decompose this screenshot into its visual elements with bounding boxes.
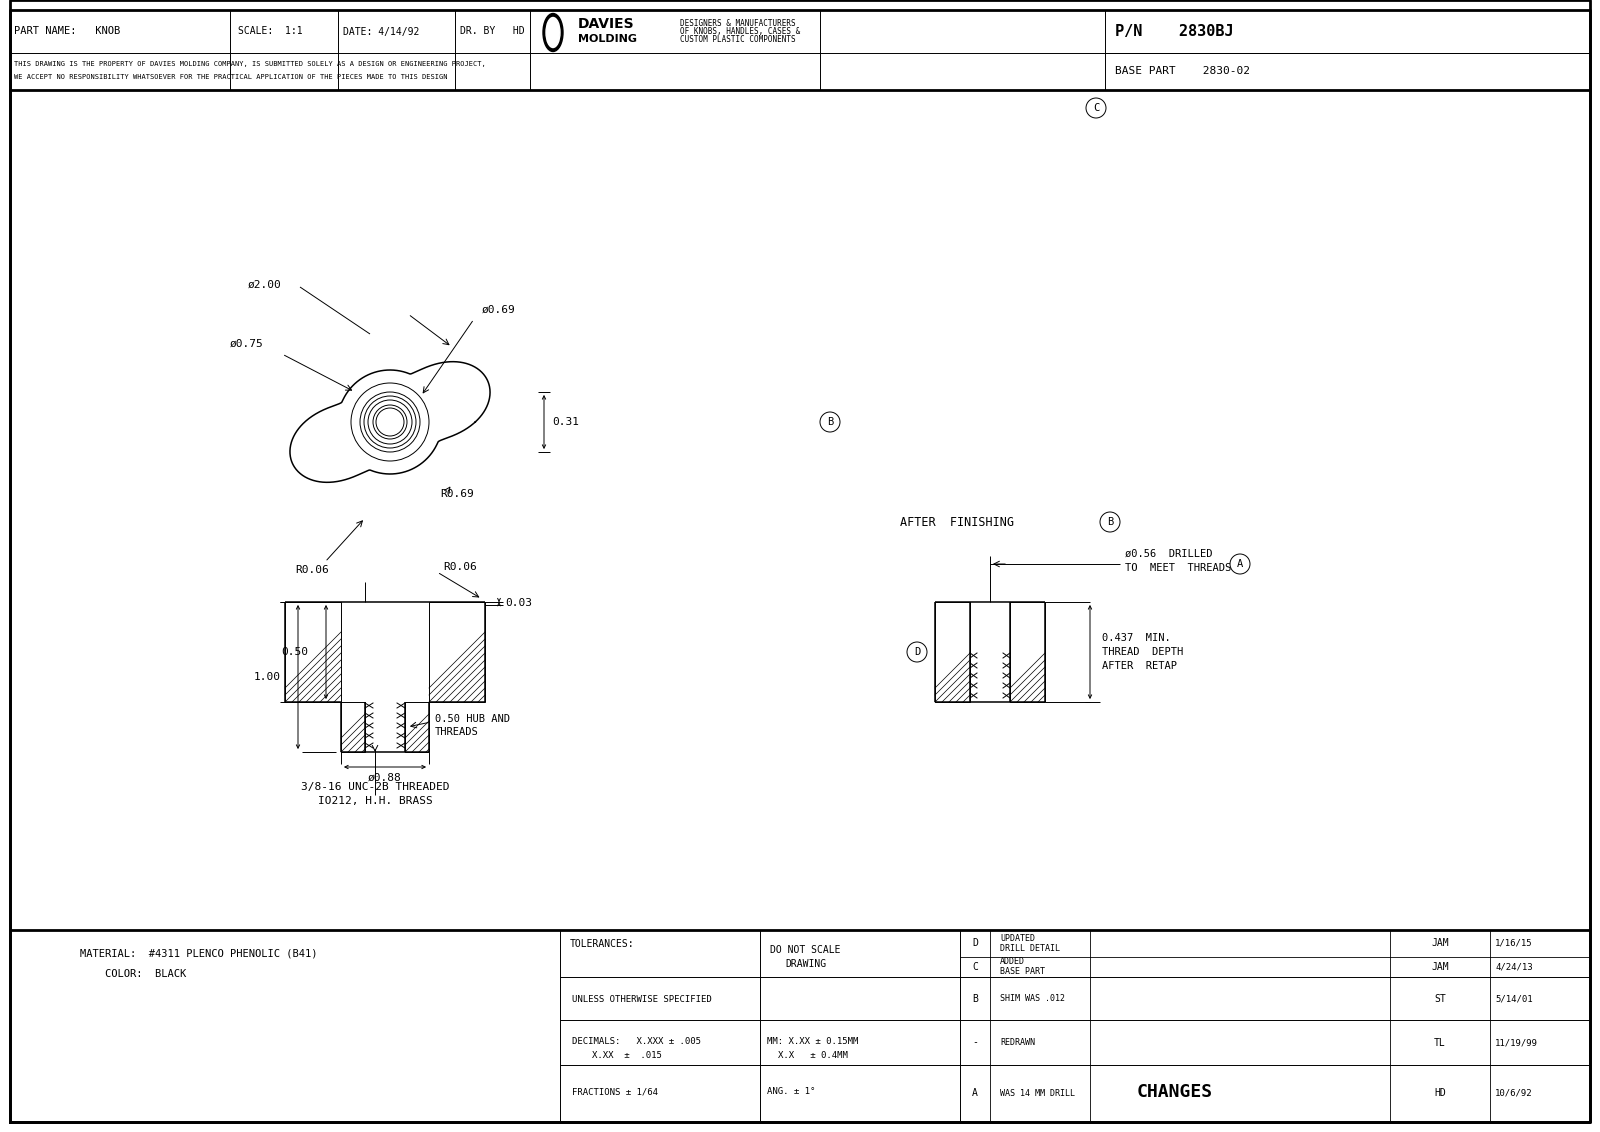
Text: 0.437  MIN.: 0.437 MIN. bbox=[1102, 633, 1171, 643]
Text: UPDATED: UPDATED bbox=[1000, 934, 1035, 943]
Text: C: C bbox=[973, 962, 978, 972]
Text: IO212, H.H. BRASS: IO212, H.H. BRASS bbox=[318, 796, 432, 806]
Text: 0.50: 0.50 bbox=[282, 648, 309, 657]
Text: X.X   ± 0.4MM: X.X ± 0.4MM bbox=[778, 1052, 848, 1061]
Text: DESIGNERS & MANUFACTURERS: DESIGNERS & MANUFACTURERS bbox=[680, 19, 795, 28]
Text: WAS 14 MM DRILL: WAS 14 MM DRILL bbox=[1000, 1089, 1075, 1098]
Text: A: A bbox=[973, 1089, 978, 1098]
Text: 0.31: 0.31 bbox=[552, 417, 579, 427]
Text: ø2.00: ø2.00 bbox=[248, 280, 282, 290]
Text: R0.69: R0.69 bbox=[440, 489, 474, 499]
Bar bbox=[405, 702, 429, 752]
Bar bbox=[934, 602, 970, 702]
Text: 11/19/99: 11/19/99 bbox=[1494, 1038, 1538, 1047]
Text: UNLESS OTHERWISE SPECIFIED: UNLESS OTHERWISE SPECIFIED bbox=[573, 995, 712, 1003]
Text: A: A bbox=[1237, 559, 1243, 569]
Text: CUSTOM PLASTIC COMPONENTS: CUSTOM PLASTIC COMPONENTS bbox=[680, 35, 795, 44]
Text: DATE: 4/14/92: DATE: 4/14/92 bbox=[342, 26, 419, 36]
Text: CHANGES: CHANGES bbox=[1138, 1083, 1213, 1101]
Text: R0.06: R0.06 bbox=[443, 561, 477, 572]
Text: MM: X.XX ± 0.15MM: MM: X.XX ± 0.15MM bbox=[766, 1037, 858, 1046]
Text: ø0.69: ø0.69 bbox=[482, 305, 515, 315]
Text: DRILL DETAIL: DRILL DETAIL bbox=[1000, 944, 1059, 953]
Text: COLOR:  BLACK: COLOR: BLACK bbox=[80, 969, 186, 979]
Text: MATERIAL:  #4311 PLENCO PHENOLIC (B41): MATERIAL: #4311 PLENCO PHENOLIC (B41) bbox=[80, 949, 317, 959]
Text: THREAD  DEPTH: THREAD DEPTH bbox=[1102, 648, 1184, 657]
Text: DR. BY   HD: DR. BY HD bbox=[461, 26, 525, 36]
Ellipse shape bbox=[546, 17, 560, 48]
Text: REDRAWN: REDRAWN bbox=[1000, 1038, 1035, 1047]
Text: PART NAME:   KNOB: PART NAME: KNOB bbox=[14, 26, 120, 36]
Text: P/N    2830BJ: P/N 2830BJ bbox=[1115, 24, 1234, 38]
Text: 0.03: 0.03 bbox=[506, 598, 531, 608]
Bar bbox=[1010, 602, 1045, 702]
Text: D: D bbox=[973, 938, 978, 949]
Text: DAVIES: DAVIES bbox=[578, 17, 635, 31]
Text: 4/24/13: 4/24/13 bbox=[1494, 962, 1533, 971]
Text: FRACTIONS ± 1/64: FRACTIONS ± 1/64 bbox=[573, 1088, 658, 1097]
Text: OF KNOBS, HANDLES, CASES &: OF KNOBS, HANDLES, CASES & bbox=[680, 27, 800, 36]
Text: ST: ST bbox=[1434, 994, 1446, 1003]
Text: 10/6/92: 10/6/92 bbox=[1494, 1089, 1533, 1098]
Text: ø0.56  DRILLED: ø0.56 DRILLED bbox=[1125, 549, 1213, 559]
Text: ø0.75: ø0.75 bbox=[230, 338, 264, 349]
Text: B: B bbox=[973, 994, 978, 1003]
Ellipse shape bbox=[542, 14, 563, 51]
Text: BASE PART    2830-02: BASE PART 2830-02 bbox=[1115, 67, 1250, 77]
Text: ADDED: ADDED bbox=[1000, 958, 1026, 967]
Text: DECIMALS:   X.XXX ± .005: DECIMALS: X.XXX ± .005 bbox=[573, 1037, 701, 1046]
Text: DO NOT SCALE: DO NOT SCALE bbox=[770, 945, 840, 955]
Text: ANG. ± 1°: ANG. ± 1° bbox=[766, 1088, 816, 1097]
Text: DRAWING: DRAWING bbox=[786, 959, 826, 969]
Text: THIS DRAWING IS THE PROPERTY OF DAVIES MOLDING COMPANY, IS SUBMITTED SOLELY AS A: THIS DRAWING IS THE PROPERTY OF DAVIES M… bbox=[14, 61, 486, 67]
Text: AFTER  RETAP: AFTER RETAP bbox=[1102, 661, 1178, 671]
Text: X.XX  ±  .015: X.XX ± .015 bbox=[592, 1052, 662, 1061]
Text: HD: HD bbox=[1434, 1089, 1446, 1098]
Text: ø0.88: ø0.88 bbox=[368, 773, 402, 783]
Text: AFTER  FINISHING: AFTER FINISHING bbox=[899, 515, 1014, 529]
Text: TOLERANCES:: TOLERANCES: bbox=[570, 940, 635, 949]
Text: D: D bbox=[914, 648, 920, 657]
Bar bbox=[285, 602, 341, 702]
Text: 0.50 HUB AND: 0.50 HUB AND bbox=[435, 714, 510, 724]
Text: 1/16/15: 1/16/15 bbox=[1494, 940, 1533, 947]
Text: C: C bbox=[1093, 103, 1099, 113]
Text: JAM: JAM bbox=[1430, 962, 1450, 972]
Text: MOLDING: MOLDING bbox=[578, 34, 637, 44]
Text: R0.06: R0.06 bbox=[294, 565, 328, 575]
Text: 1.00: 1.00 bbox=[253, 672, 280, 681]
Text: B: B bbox=[1107, 517, 1114, 528]
Text: WE ACCEPT NO RESPONSIBILITY WHATSOEVER FOR THE PRACTICAL APPLICATION OF THE PIEC: WE ACCEPT NO RESPONSIBILITY WHATSOEVER F… bbox=[14, 74, 448, 80]
Text: TO  MEET  THREADS: TO MEET THREADS bbox=[1125, 563, 1232, 573]
Text: 5/14/01: 5/14/01 bbox=[1494, 994, 1533, 1003]
Bar bbox=[429, 602, 485, 702]
Text: THREADS: THREADS bbox=[435, 727, 478, 737]
Text: B: B bbox=[827, 417, 834, 427]
Text: SHIM WAS .012: SHIM WAS .012 bbox=[1000, 994, 1066, 1003]
Text: BASE PART: BASE PART bbox=[1000, 968, 1045, 977]
Text: -: - bbox=[973, 1038, 978, 1047]
Text: TL: TL bbox=[1434, 1038, 1446, 1047]
Text: SCALE:  1:1: SCALE: 1:1 bbox=[238, 26, 302, 36]
Text: 3/8-16 UNC-2B THREADED: 3/8-16 UNC-2B THREADED bbox=[301, 782, 450, 792]
Text: JAM: JAM bbox=[1430, 938, 1450, 949]
Bar bbox=[341, 702, 365, 752]
